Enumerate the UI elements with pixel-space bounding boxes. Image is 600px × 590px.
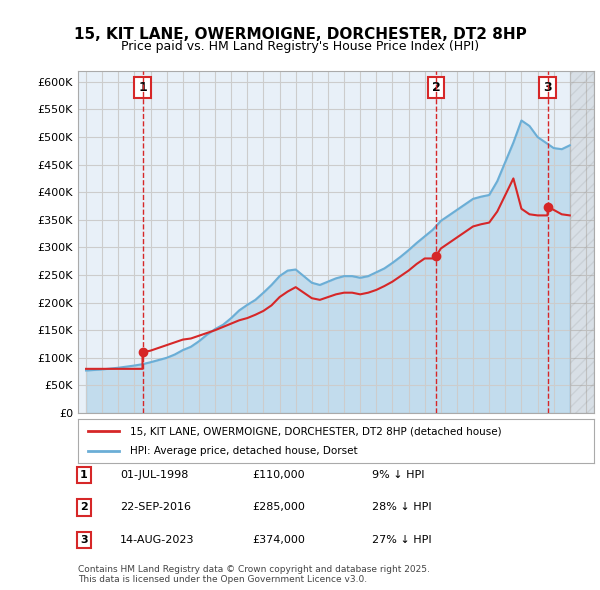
Text: Price paid vs. HM Land Registry's House Price Index (HPI): Price paid vs. HM Land Registry's House … (121, 40, 479, 53)
Text: £374,000: £374,000 (252, 535, 305, 545)
Text: £285,000: £285,000 (252, 503, 305, 512)
Text: 15, KIT LANE, OWERMOIGNE, DORCHESTER, DT2 8HP (detached house): 15, KIT LANE, OWERMOIGNE, DORCHESTER, DT… (130, 427, 501, 436)
Text: 9% ↓ HPI: 9% ↓ HPI (372, 470, 425, 480)
Text: 2: 2 (80, 503, 88, 512)
Text: £110,000: £110,000 (252, 470, 305, 480)
Text: Contains HM Land Registry data © Crown copyright and database right 2025.
This d: Contains HM Land Registry data © Crown c… (78, 565, 430, 584)
Text: 1: 1 (80, 470, 88, 480)
Text: 2: 2 (432, 81, 440, 94)
Text: HPI: Average price, detached house, Dorset: HPI: Average price, detached house, Dors… (130, 446, 357, 455)
Text: 15, KIT LANE, OWERMOIGNE, DORCHESTER, DT2 8HP: 15, KIT LANE, OWERMOIGNE, DORCHESTER, DT… (74, 27, 526, 41)
Text: 27% ↓ HPI: 27% ↓ HPI (372, 535, 431, 545)
Text: 14-AUG-2023: 14-AUG-2023 (120, 535, 194, 545)
Text: 3: 3 (543, 81, 552, 94)
Text: 22-SEP-2016: 22-SEP-2016 (120, 503, 191, 512)
Text: 3: 3 (80, 535, 88, 545)
Text: 1: 1 (138, 81, 147, 94)
Text: 28% ↓ HPI: 28% ↓ HPI (372, 503, 431, 512)
Text: 01-JUL-1998: 01-JUL-1998 (120, 470, 188, 480)
